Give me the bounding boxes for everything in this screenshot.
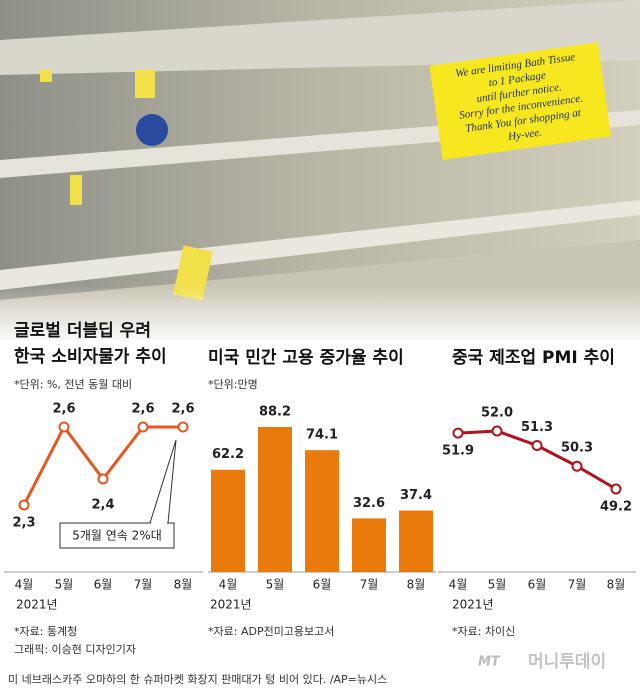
value-label: 2,6 [52, 402, 75, 417]
bar [352, 518, 386, 572]
value-label: 51.9 [442, 444, 474, 459]
x-tick-label: 4월 [15, 578, 34, 592]
point [177, 421, 189, 433]
x-tick-label: 4월 [449, 578, 468, 592]
year: 2021년 [16, 598, 58, 612]
unit: *단위:만명 [208, 378, 258, 391]
point [97, 473, 109, 485]
x-tick-label: 7월 [568, 578, 587, 592]
source: *자료: 차이신 [452, 625, 515, 638]
value-label: 2,3 [12, 516, 35, 531]
chart-subtitle: 한국 소비자물가 추이 [14, 347, 167, 367]
point [491, 425, 503, 437]
chart-3: 중국 제조업 PMI 추이 2021년 *자료: 차이신 [452, 348, 615, 638]
chart-title: 중국 제조업 PMI 추이 [452, 348, 615, 368]
value-label: 32.6 [353, 496, 385, 511]
value-label: 2,6 [131, 402, 154, 417]
chart-title: 글로벌 더블딥 우려 [14, 321, 151, 341]
x-tick-label: 6월 [94, 578, 113, 592]
x-tick-label: 4월 [219, 578, 238, 592]
caption: 미 네브래스카주 오마하의 한 슈퍼마켓 화장지 판매대가 텅 비어 있다. /… [8, 672, 387, 686]
value-label: 74.1 [306, 428, 338, 443]
x-tick-label: 6월 [313, 578, 332, 592]
unit: *단위: %, 전년 동월 대비 [14, 378, 132, 391]
x-tick-label: 5월 [55, 578, 74, 592]
value-label: 2,4 [91, 498, 114, 513]
chart-1: 글로벌 더블딥 우려 한국 소비자물가 추이 *단위: %, 전년 동월 대비 … [14, 321, 177, 656]
value-label: 52.0 [481, 406, 513, 421]
value-label: 51.3 [521, 420, 553, 435]
value-label: 2,6 [171, 402, 194, 417]
bar [399, 510, 433, 572]
source: *자료: ADP전미고용보고서 [208, 625, 334, 638]
point [18, 499, 30, 511]
year: 2021년 [452, 598, 494, 612]
x-tick-label: 5월 [488, 578, 507, 592]
x-tick-label: 5월 [266, 578, 285, 592]
sign-text: Hy-vee. [506, 126, 542, 143]
x-tick-label: 8월 [607, 578, 626, 592]
chart-title: 미국 민간 고용 증가율 추이 [208, 348, 404, 368]
sign [429, 42, 612, 160]
x-tick-label: 8월 [407, 578, 426, 592]
point [571, 460, 583, 472]
bar [211, 469, 245, 572]
x-tick-label: 7월 [134, 578, 153, 592]
credit: 그래픽: 이승현 디자인기자 [14, 643, 136, 656]
x-tick-label: 7월 [360, 578, 379, 592]
value-label: 50.3 [561, 441, 593, 456]
point [58, 421, 70, 433]
source: *자료: 통계청 [14, 625, 77, 638]
bar [305, 450, 339, 572]
point [610, 483, 622, 495]
logo-mark: MT [478, 655, 501, 670]
bar [258, 427, 292, 572]
value-label: 49.2 [600, 500, 632, 515]
x-tick-label: 8월 [174, 578, 193, 592]
annotation: 5개월 연속 2%대 [72, 529, 162, 543]
annotation-box [59, 522, 175, 549]
x-tick-label: 6월 [528, 578, 547, 592]
point [452, 427, 464, 439]
point [531, 440, 543, 451]
chart-2: 미국 민간 고용 증가율 추이 *단위:만명 2021년 *자료: ADP전미고… [208, 348, 404, 638]
value-label: 88.2 [259, 405, 291, 420]
logo-name: 머니투데이 [528, 652, 606, 672]
value-label: 37.4 [400, 488, 432, 503]
year: 2021년 [210, 598, 252, 612]
value-label: 62.2 [212, 447, 244, 462]
point [137, 421, 149, 433]
